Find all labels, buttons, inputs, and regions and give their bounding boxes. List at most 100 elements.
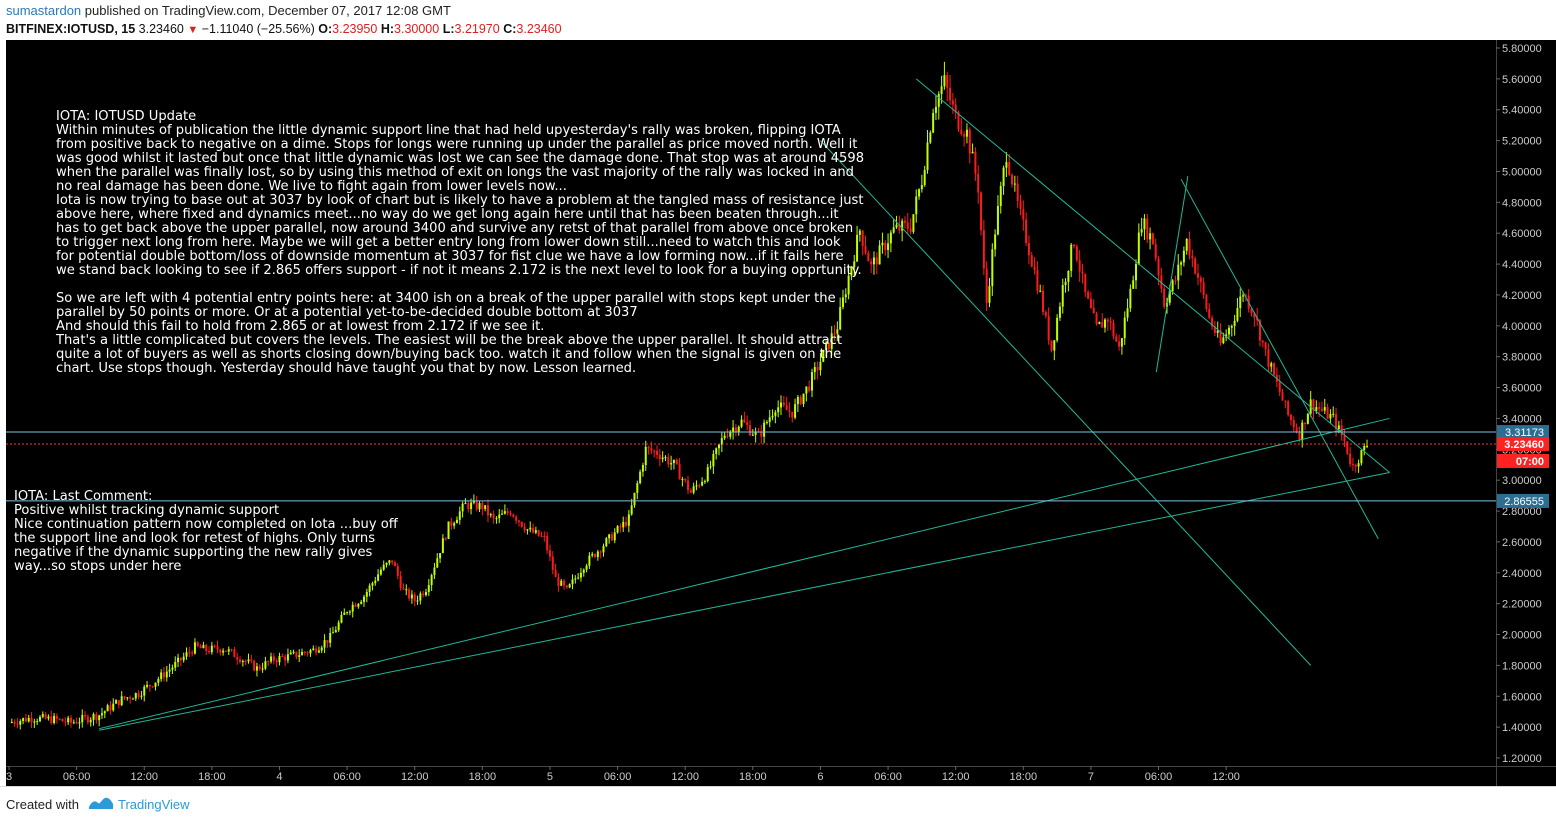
candle-body	[1295, 427, 1298, 432]
author-link[interactable]: sumastardon	[6, 3, 82, 18]
candle-body	[492, 514, 495, 519]
candle-body	[444, 538, 447, 540]
candle-body	[1326, 407, 1329, 419]
candle-body	[1075, 246, 1078, 261]
candle-body	[996, 205, 999, 235]
candle-body	[951, 100, 954, 105]
note-line: Iota is now trying to base out at 3037 b…	[56, 193, 864, 208]
candle-body	[1160, 275, 1163, 289]
candle-body	[1222, 337, 1225, 344]
candle-body	[484, 505, 487, 510]
time-tick-label: 12:00	[671, 771, 699, 783]
chart-area[interactable]: 5.80000 5.60000 5.40000 5.20000 5.00000 4.800…	[6, 40, 1556, 786]
candle-body	[1039, 290, 1042, 292]
candle-body	[943, 75, 946, 87]
candle-body	[323, 640, 326, 648]
candle-body	[715, 448, 718, 454]
candle-body	[332, 632, 335, 634]
candle-body	[258, 666, 261, 670]
price-tick-label: 2.40000	[1502, 568, 1542, 580]
candle-body	[1132, 280, 1135, 289]
candle-body	[557, 577, 560, 586]
note-line: was good whilst it lasted but once that …	[56, 151, 864, 166]
open-value: 3.23950	[332, 22, 378, 36]
candle-body	[1258, 320, 1261, 341]
candle-body	[1002, 167, 1005, 187]
candle-body	[351, 604, 354, 612]
candle-body	[177, 657, 180, 662]
candle-body	[382, 564, 385, 570]
candle-body	[644, 446, 647, 466]
price-tick-label: 3.00000	[1502, 475, 1542, 487]
candle-body	[422, 593, 425, 596]
tradingview-link[interactable]: TradingView	[118, 797, 190, 812]
candle-body	[1211, 317, 1214, 327]
candle-body	[24, 718, 27, 722]
candle-body	[737, 426, 740, 432]
candle-body	[749, 425, 752, 436]
candle-body	[391, 560, 394, 563]
candle-body	[641, 465, 644, 472]
candle-body	[439, 553, 442, 559]
candle-body	[1366, 445, 1369, 447]
candle-body	[433, 567, 436, 576]
price-chart[interactable]: 5.80000 5.60000 5.40000 5.20000 5.00000 4.800…	[6, 40, 1556, 786]
candle-body	[836, 329, 839, 334]
candle-body	[768, 417, 771, 423]
price-tick-label: 4.80000	[1502, 197, 1542, 209]
candle-body	[50, 716, 53, 724]
candle-body	[117, 700, 120, 706]
candle-body	[264, 661, 267, 669]
note-line: to trigger next long from here. Maybe we…	[56, 235, 841, 250]
candle-body	[667, 457, 670, 465]
candle-body	[261, 668, 264, 670]
candle-body	[827, 342, 830, 349]
tradingview-logo-icon[interactable]	[88, 795, 114, 811]
candle-body	[365, 591, 368, 597]
price-tick-label: 1.80000	[1502, 660, 1542, 672]
note-line: That's a little complicated but covers t…	[55, 333, 842, 348]
candle-body	[512, 514, 515, 517]
candle-body	[1036, 270, 1039, 291]
candle-body	[743, 419, 746, 423]
candle-body	[963, 133, 966, 137]
candle-body	[182, 656, 185, 661]
candle-body	[416, 600, 419, 602]
candle-body	[146, 684, 149, 687]
candle-body	[633, 492, 636, 506]
candle-body	[1157, 258, 1160, 276]
candle-body	[267, 661, 270, 663]
candle-body	[303, 651, 306, 653]
close-value: 3.23460	[516, 22, 562, 36]
candle-body	[455, 519, 458, 524]
candle-body	[233, 649, 236, 658]
candle-body	[253, 660, 256, 671]
candle-body	[591, 553, 594, 556]
candle-body	[534, 530, 537, 533]
candle-body	[1306, 413, 1309, 424]
candle-body	[622, 521, 625, 528]
candle-body	[385, 562, 388, 565]
candle-body	[498, 514, 501, 519]
candle-body	[486, 505, 489, 516]
candle-body	[179, 657, 182, 661]
candle-body	[286, 654, 289, 661]
candle-body	[1194, 258, 1197, 274]
candle-body	[856, 234, 859, 262]
high-value: 3.30000	[394, 22, 440, 36]
candle-body	[424, 592, 427, 596]
candle-body	[399, 575, 402, 589]
candle-body	[794, 404, 797, 418]
candle-body	[1199, 277, 1202, 283]
candle-body	[334, 630, 337, 633]
candle-body	[616, 526, 619, 533]
candle-body	[343, 612, 346, 615]
price-tick-label: 2.80000	[1502, 506, 1542, 518]
candle-body	[1273, 363, 1276, 375]
candle-body	[656, 450, 659, 455]
candle-body	[1312, 399, 1315, 411]
note-line: So we are left with 4 potential entry po…	[56, 291, 836, 306]
candle-body	[937, 94, 940, 107]
candle-body	[464, 503, 467, 505]
